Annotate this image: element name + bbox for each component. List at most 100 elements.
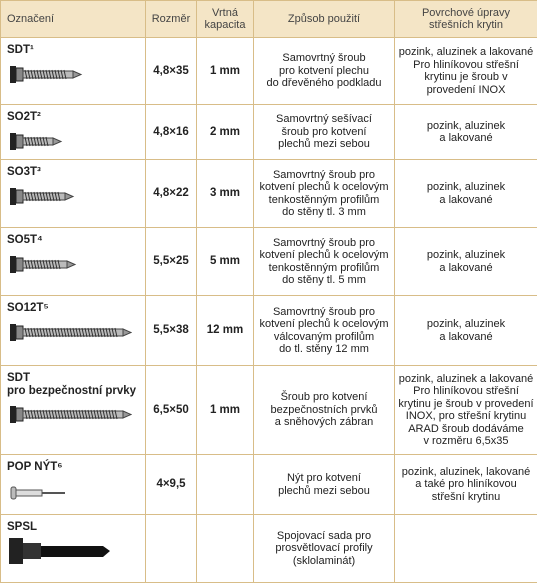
- product-name: SO3T³: [7, 166, 41, 178]
- name-cell: SO12T⁵: [0, 295, 146, 366]
- product-row: POP NÝT⁶ 4×9,5 Nýt pro kotvení plechů mezi …: [0, 454, 537, 515]
- icon-shape: [75, 327, 79, 337]
- size: 4,8×16: [153, 125, 189, 138]
- usage-text: šroub pro kotvení: [281, 125, 367, 138]
- product-name: SO12T⁵: [7, 302, 49, 314]
- header-cell: Rozměr: [145, 0, 197, 38]
- product-name: SO5T⁴: [7, 234, 43, 246]
- finish-cell: pozink, aluzinek a lakované: [394, 159, 537, 228]
- icon-shape: [69, 409, 73, 420]
- usage-text: do stěny tl. 5 mm: [282, 274, 366, 286]
- icon-shape: [78, 409, 82, 420]
- header-text: střešních krytin: [429, 19, 503, 31]
- icon-shape: [99, 327, 103, 337]
- name-cell: SDT pro bezpečnostní prvky: [0, 365, 146, 455]
- icon-shape: [24, 191, 28, 201]
- name-cell: POP NÝT⁶: [0, 454, 146, 515]
- size-cell: 5,5×38: [145, 295, 197, 366]
- usage-text: Samovrtný šroub pro: [272, 168, 376, 181]
- finish-cell: pozink, aluzinek a lakované: [394, 295, 537, 366]
- icon-shape: [27, 259, 31, 269]
- usage-text: Nýt pro kotvení: [287, 472, 361, 484]
- usage-cell: Samovrtný šroub pro kotvení plechu do dřev…: [253, 37, 395, 105]
- icon-shape: [63, 327, 67, 337]
- icon-shape: [15, 257, 24, 271]
- product-name: SPSL: [7, 521, 38, 533]
- icon-shape: [63, 409, 67, 420]
- icon-shape: [45, 69, 49, 79]
- icon-shape: [48, 409, 52, 420]
- icon-shape: [39, 69, 43, 79]
- icon-shape: [69, 327, 73, 337]
- usage-cell: Spojovací sada pro prosvětlovací profily(…: [253, 514, 395, 583]
- icon-shape: [36, 136, 40, 146]
- finish-text: pozink, aluzinek: [426, 249, 506, 261]
- finish-text: pozink, aluzinek a lakované: [398, 46, 534, 58]
- icon-shape: [54, 327, 58, 337]
- product-row: SO3T³ 4,8×22 3 mm Samovrtný šroub pro kotven…: [0, 159, 537, 228]
- icon-shape: [122, 410, 132, 419]
- finish-text: střešní krytinu: [431, 490, 501, 503]
- icon-shape: [96, 409, 100, 420]
- icon-shape: [54, 409, 58, 420]
- finish-text: a lakované: [439, 193, 493, 206]
- icon-shape: [66, 409, 70, 420]
- usage-text: Samovrtný šroub pro: [272, 305, 376, 318]
- icon-shape: [60, 409, 64, 420]
- usage-cell: Samovrtný šroub pro kotvení plechů k ocel…: [253, 295, 395, 366]
- usage-text: (sklolaminát): [292, 554, 356, 567]
- icon-shape: [30, 136, 34, 146]
- icon-shape: [51, 409, 55, 420]
- icon-shape: [54, 259, 58, 269]
- finish-text: Pro hliníkovou střešní: [413, 385, 519, 397]
- finish-text: v rozměru 6,5x35: [423, 435, 509, 447]
- icon-shape: [39, 327, 43, 337]
- product-icon: [10, 406, 132, 423]
- name-cell: SO5T⁴: [0, 227, 146, 296]
- icon-shape: [96, 327, 100, 337]
- icon-shape: [111, 409, 115, 420]
- finish-text: Pro hliníkovou střešní: [413, 58, 519, 71]
- finish-text: krytinu je šroub v: [424, 71, 508, 83]
- icon-shape: [15, 67, 24, 81]
- finish-text: pozink, aluzinek, lakované: [401, 465, 531, 478]
- icon-shape: [102, 409, 106, 420]
- header-cell: Označení: [0, 0, 146, 38]
- icon-shape: [9, 537, 23, 564]
- icon-shape: [57, 327, 61, 337]
- icon-shape: [45, 191, 49, 201]
- icon-shape: [15, 325, 24, 339]
- icon-shape: [57, 69, 61, 79]
- icon-shape: [15, 189, 24, 203]
- icon-shape: [33, 191, 37, 201]
- icon-shape: [36, 191, 40, 201]
- icon-shape: [15, 489, 43, 496]
- icon-shape: [66, 327, 70, 337]
- usage-cell: Samovrtný sešívací šroub pro kotvení plech…: [253, 104, 395, 160]
- capacity: 1 mm: [209, 64, 241, 77]
- icon-shape: [10, 323, 16, 341]
- size: 4,8×35: [153, 64, 189, 77]
- icon-shape: [45, 259, 49, 269]
- icon-shape: [81, 327, 85, 337]
- header-text: Označení: [7, 12, 55, 25]
- size-cell: 4,8×22: [145, 159, 197, 228]
- finish-text: pozink, aluzinek: [426, 119, 506, 132]
- header-text: Vrtná: [212, 6, 238, 19]
- finish-text: a lakované: [439, 330, 493, 343]
- icon-shape: [24, 136, 28, 146]
- capacity-cell: 2 mm: [196, 104, 254, 160]
- capacity-cell: 1 mm: [196, 37, 254, 105]
- icon-shape: [72, 409, 76, 420]
- capacity-cell: [196, 454, 254, 515]
- icon-shape: [42, 136, 46, 146]
- icon-shape: [27, 327, 31, 337]
- icon-shape: [42, 69, 46, 79]
- icon-shape: [30, 191, 34, 201]
- usage-cell: Šroub pro kotvení bezpečnostních prvků a s…: [253, 365, 395, 455]
- icon-shape: [24, 259, 28, 269]
- icon-shape: [27, 409, 31, 420]
- usage-text: Samovrtný šroub pro: [272, 236, 376, 249]
- icon-shape: [42, 191, 46, 201]
- header-text: Rozměr: [151, 12, 191, 25]
